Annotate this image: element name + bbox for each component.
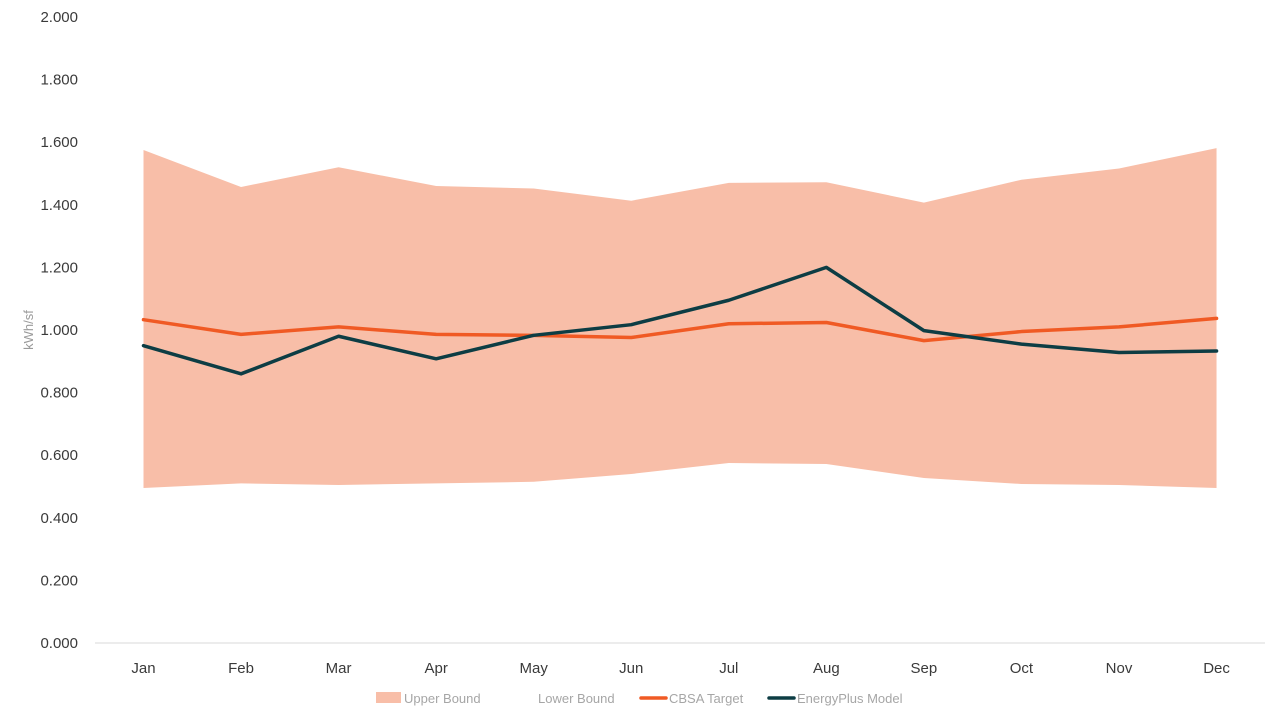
legend-item-energyplus-model: EnergyPlus Model [767, 691, 903, 706]
x-tick-label: May [520, 660, 549, 677]
line-layer [141, 265, 1219, 376]
legend-item-lower-bound: Lower Bound [510, 691, 615, 706]
upper-bound-area [143, 148, 1217, 489]
x-tick-label: Jan [131, 660, 155, 677]
y-axis: 0.000 0.200 0.400 0.600 0.800 1.000 1.200 1.400… [40, 9, 78, 652]
x-tick-label: Mar [326, 660, 352, 677]
band-layer [143, 148, 1217, 489]
x-axis: Jan Feb Mar Apr May Jun Jul Aug Sep Oct Nov Dec [131, 660, 1230, 677]
y-tick-label: 0.800 [40, 385, 78, 402]
y-tick-label: 1.200 [40, 259, 78, 276]
legend-label: EnergyPlus Model [797, 691, 903, 706]
x-tick-label: Sep [911, 660, 938, 677]
x-tick-label: Aug [813, 660, 840, 677]
cbsa-target-line [141, 316, 1219, 343]
legend-label: CBSA Target [669, 691, 744, 706]
legend-item-cbsa-target: CBSA Target [639, 691, 744, 706]
y-axis-title: kWh/sf [21, 310, 36, 350]
legend-swatch [510, 692, 535, 703]
legend-label: Upper Bound [404, 691, 481, 706]
legend-item-upper-bound: Upper Bound [376, 691, 481, 706]
x-tick-label: Feb [228, 660, 254, 677]
x-tick-label: Jul [719, 660, 738, 677]
y-tick-label: 1.400 [40, 197, 78, 214]
y-tick-label: 0.400 [40, 510, 78, 527]
x-tick-label: Dec [1203, 660, 1230, 677]
y-tick-label: 1.000 [40, 322, 78, 339]
x-tick-label: Apr [424, 660, 447, 677]
y-tick-label: 0.000 [40, 635, 78, 652]
y-tick-label: 1.600 [40, 134, 78, 151]
y-tick-label: 0.600 [40, 447, 78, 464]
y-tick-label: 0.200 [40, 572, 78, 589]
legend-label: Lower Bound [538, 691, 615, 706]
legend-swatch [376, 692, 401, 703]
x-tick-label: Jun [619, 660, 643, 677]
y-tick-label: 1.800 [40, 72, 78, 89]
x-tick-label: Oct [1010, 660, 1034, 677]
legend: Upper Bound Lower Bound CBSA Target EnergyP… [376, 691, 903, 706]
energyplus-model-line [141, 265, 1219, 376]
x-tick-label: Nov [1106, 660, 1133, 677]
y-tick-label: 2.000 [40, 9, 78, 26]
